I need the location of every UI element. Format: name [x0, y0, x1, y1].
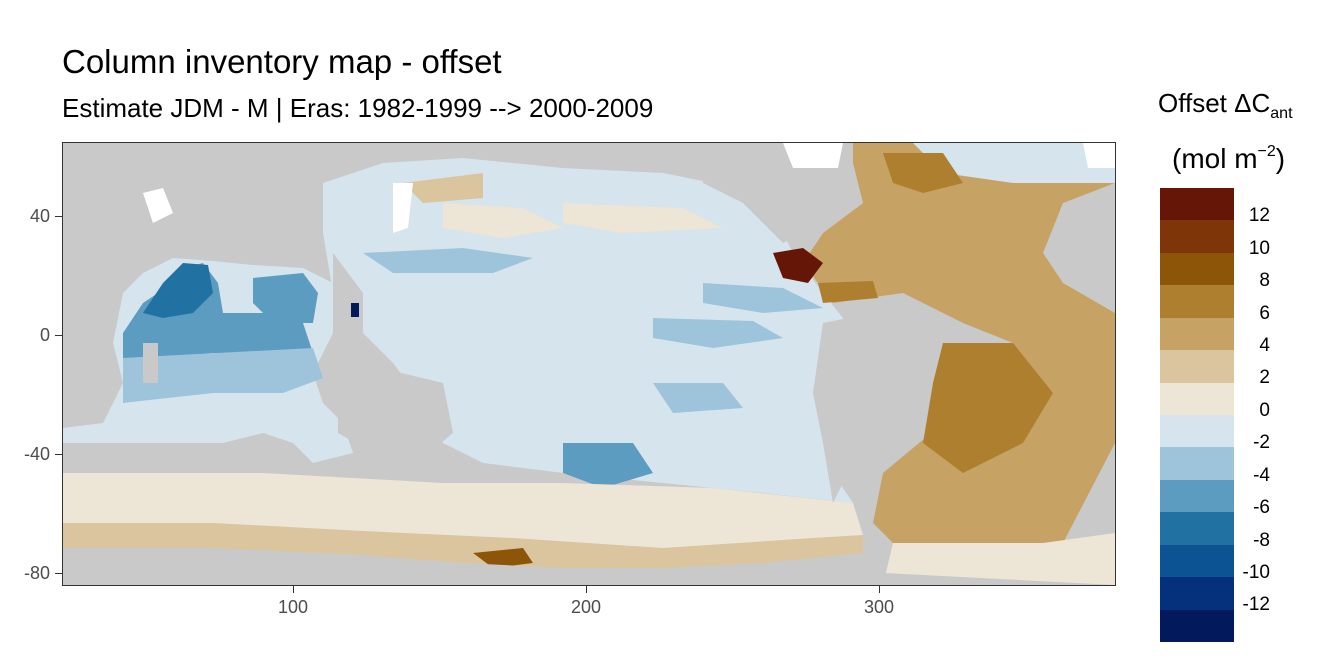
- y-tick-label-minus80: -80: [23, 563, 50, 583]
- australia-land: [338, 371, 453, 458]
- legend-swatch: [1160, 544, 1234, 578]
- chart-subtitle: Estimate JDM - M | Eras: 1982-1999 --> 2…: [62, 93, 654, 123]
- no-data-patch: [783, 143, 843, 168]
- south-central-pacific-negative: [653, 383, 743, 413]
- legend-swatch: [1160, 415, 1234, 448]
- legend-label: -12: [1242, 594, 1270, 616]
- legend-label: -8: [1253, 529, 1270, 551]
- x-tick-label-100: 100: [277, 597, 309, 617]
- weddell-neutral: [883, 533, 1115, 585]
- arabian-sea-negative: [143, 263, 213, 318]
- north-pacific-negative: [363, 248, 533, 273]
- legend-swatch: [1160, 317, 1234, 351]
- legend-swatch: [1160, 285, 1234, 319]
- legend-swatch: [1160, 220, 1234, 254]
- southern-ocean-band: [63, 473, 863, 563]
- legend-label: -10: [1242, 561, 1270, 583]
- antarctica-land: [63, 563, 1115, 585]
- pacific-ocean-region: [323, 158, 863, 503]
- legend-label: 12: [1248, 205, 1270, 227]
- x-tick-mark: [586, 586, 587, 593]
- legend-title: Offset ΔCant: [1158, 86, 1318, 131]
- y-tick-label-0: 0: [39, 325, 50, 345]
- legend-label: 10: [1248, 237, 1270, 259]
- y-tick-label-minus40: -40: [23, 444, 50, 464]
- south-pacific-negative: [563, 443, 653, 488]
- legend-unit-close: ): [1275, 143, 1286, 174]
- north-pacific-positive: [403, 173, 483, 203]
- south-atlantic-positive: [923, 343, 1053, 473]
- sulu-sea-negative: [351, 303, 359, 317]
- southern-ocean-positive-band: [63, 523, 863, 568]
- x-tick-mark: [293, 586, 294, 593]
- atlantic-ocean-region: [803, 143, 1115, 563]
- gulf-of-mexico-positive: [773, 248, 823, 283]
- legend-unit: (mol m−2): [1172, 134, 1285, 177]
- x-tick-label-200: 200: [570, 597, 602, 617]
- legend-label: 2: [1259, 367, 1270, 389]
- y-tick-mark: [55, 573, 62, 574]
- legend-swatch: [1160, 512, 1234, 546]
- no-data-patch: [143, 188, 173, 223]
- legend-label: -4: [1253, 464, 1270, 486]
- legend-label: -2: [1253, 432, 1270, 454]
- x-tick-label-300: 300: [863, 597, 895, 617]
- eurasia-land: [63, 143, 323, 243]
- y-tick-mark: [55, 335, 62, 336]
- legend-label: 0: [1259, 399, 1270, 421]
- legend-swatch: [1160, 350, 1234, 384]
- no-data-patch: [393, 183, 413, 233]
- caribbean-positive: [818, 281, 878, 303]
- ocean-map: [63, 143, 1115, 585]
- north-pacific-neutral: [563, 203, 723, 233]
- legend-label: -6: [1253, 497, 1270, 519]
- legend-swatch: [1160, 479, 1234, 513]
- no-data-patch: [1083, 143, 1115, 168]
- legend-swatch: [1160, 252, 1234, 286]
- bay-of-bengal-negative: [253, 273, 318, 323]
- north-atlantic-negative: [913, 143, 1115, 183]
- legend-swatch: [1160, 382, 1234, 416]
- y-tick-mark: [55, 454, 62, 455]
- chart-title: Column inventory map - offset: [62, 43, 502, 80]
- south-america-land: [813, 313, 903, 503]
- legend-label: 8: [1259, 270, 1270, 292]
- legend-swatch: [1160, 609, 1234, 643]
- y-tick-label-40: 40: [29, 206, 50, 226]
- equatorial-pacific-negative: [653, 318, 783, 348]
- y-tick-mark: [55, 216, 62, 217]
- legend-label: 4: [1259, 334, 1270, 356]
- legend-colorbar: [1160, 188, 1234, 643]
- legend-swatch: [1160, 188, 1234, 221]
- indian-ocean-south-negative: [123, 348, 323, 403]
- legend-unit-superscript: −2: [1257, 143, 1276, 160]
- map-panel: [62, 142, 1116, 586]
- madagascar-land: [143, 343, 158, 383]
- legend-label: 6: [1259, 302, 1270, 324]
- legend-swatch: [1160, 577, 1234, 611]
- ross-sea-positive: [473, 548, 533, 568]
- labrador-positive: [883, 153, 963, 193]
- legend-title-subscript: ant: [1270, 105, 1293, 122]
- kuroshio-neutral: [443, 203, 563, 238]
- legend-swatch: [1160, 447, 1234, 481]
- x-tick-mark: [879, 586, 880, 593]
- africa-land: [1043, 183, 1115, 313]
- east-pacific-negative: [703, 283, 823, 313]
- legend-title-main: Offset ΔC: [1158, 88, 1271, 118]
- legend-unit-open: (mol m: [1172, 143, 1258, 174]
- southeast-asia-land: [333, 253, 363, 353]
